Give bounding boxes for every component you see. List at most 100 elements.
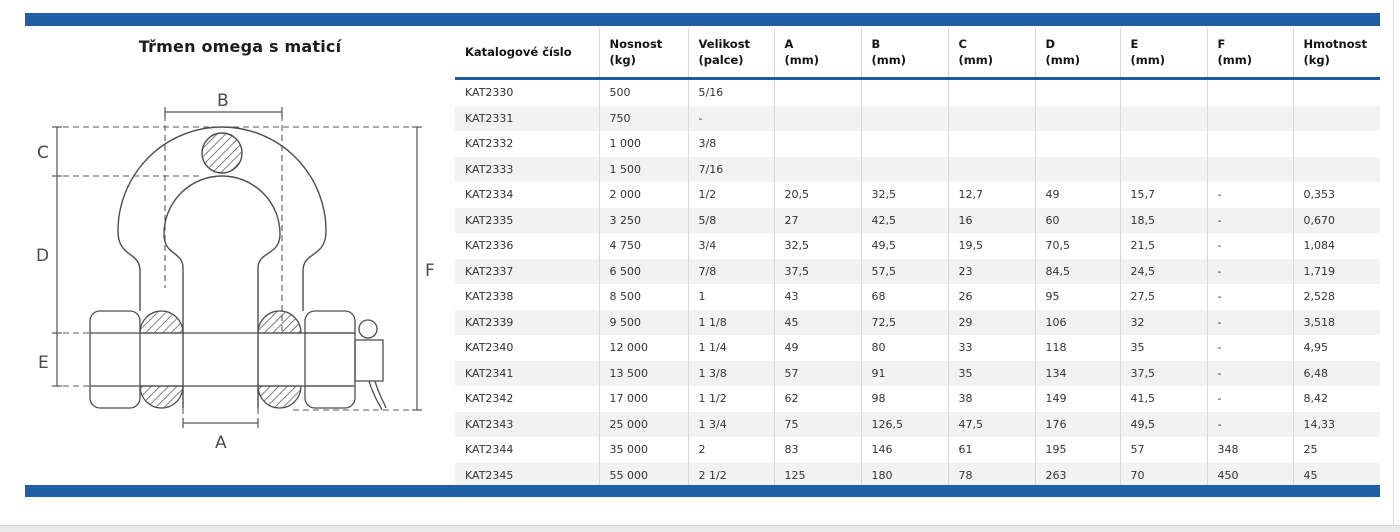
shackle-diagram: B C D E F A (25, 88, 445, 460)
table-row: KAT2330 500 5/16 (455, 78, 1380, 106)
table-cell: - (1206, 335, 1293, 361)
table-cell: KAT2331 (455, 105, 599, 131)
table-cell: 98 (860, 386, 948, 412)
table-cell: 37,5 (773, 258, 861, 284)
table-cell: 0,353 (1292, 182, 1380, 208)
header-cell-f: F (mm) (1206, 28, 1293, 80)
table-cell: KAT2341 (455, 360, 599, 386)
table-cell: 25 (1292, 437, 1380, 463)
table-cell (773, 105, 861, 131)
footer-strip (0, 525, 1400, 532)
table-cell: - (687, 105, 774, 131)
table-row: KAT2333 1 500 7/16 (455, 156, 1380, 182)
table-cell: 0,670 (1292, 207, 1380, 233)
table-cell: 1 3/4 (687, 411, 774, 437)
table-cell: 24,5 (1119, 258, 1207, 284)
dimension-label-a: A (215, 433, 227, 453)
table-cell: 18,5 (1119, 207, 1207, 233)
table-cell: 19,5 (947, 233, 1035, 259)
table-cell: 12 000 (598, 335, 688, 361)
table-cell (860, 78, 948, 106)
table-cell: 13 500 (598, 360, 688, 386)
bow-body (117, 126, 327, 408)
table-cell: KAT2344 (455, 437, 599, 463)
table-cell (1034, 156, 1120, 182)
table-cell (947, 131, 1035, 157)
table-cell: 146 (860, 437, 948, 463)
header-cell-c: C (mm) (947, 28, 1035, 80)
table-cell: - (1206, 258, 1293, 284)
table-cell: 45 (1292, 462, 1380, 488)
table-cell (860, 105, 948, 131)
table-cell: 70 (1119, 462, 1207, 488)
table-cell: 6,48 (1292, 360, 1380, 386)
table-row: KAT2343 25 000 1 3/4 75 126,5 47,5 176 49,5-14,… (455, 411, 1380, 437)
table-cell: 1,719 (1292, 258, 1380, 284)
table-cell (1119, 156, 1207, 182)
table-cell: 1 (687, 284, 774, 310)
table-cell: - (1206, 284, 1293, 310)
table-cell: 35 (947, 360, 1035, 386)
table-cell: 61 (947, 437, 1035, 463)
table-cell: 47,5 (947, 411, 1035, 437)
table-header-row: Katalogové číslo Nosnost (kg) Velikost (pa… (455, 28, 1380, 80)
table-cell: 2,528 (1292, 284, 1380, 310)
table-cell: - (1206, 182, 1293, 208)
table-cell: 43 (773, 284, 861, 310)
table-cell: KAT2336 (455, 233, 599, 259)
table-cell: 750 (598, 105, 688, 131)
table-cell: 4 750 (598, 233, 688, 259)
header-cell-e: E (mm) (1119, 28, 1207, 80)
cotter-pin-tail (374, 380, 387, 409)
left-hex-nut (89, 310, 141, 409)
bolt-end (354, 339, 384, 382)
table-cell: 21,5 (1119, 233, 1207, 259)
dimension-label-b: B (217, 91, 229, 111)
table-row: KAT2339 9 500 1 1/8 45 72,5 29 106 32-3,518 (455, 309, 1380, 335)
shackle-drawing: B C D E F A (36, 91, 435, 453)
table-row: KAT2342 17 000 1 1/2 62 98 38 149 41,5-8,42 (455, 386, 1380, 412)
table-cell: KAT2343 (455, 411, 599, 437)
table-cell (773, 156, 861, 182)
table-cell: 49,5 (1119, 411, 1207, 437)
table-row: KAT2332 1 000 3/8 (455, 131, 1380, 157)
table-cell: 20,5 (773, 182, 861, 208)
table-row: KAT2340 12 000 1 1/4 49 80 33 118 35-4,95 (455, 335, 1380, 361)
table-cell: 1 1/2 (687, 386, 774, 412)
table-cell: 7/16 (687, 156, 774, 182)
table-cell: 49 (773, 335, 861, 361)
table-cell: 9 500 (598, 309, 688, 335)
table-row: KAT2338 8 500 1 43 68 26 95 27,5-2,528 (455, 284, 1380, 310)
table-cell (1206, 78, 1293, 106)
table-cell (1119, 78, 1207, 106)
table-cell (1206, 105, 1293, 131)
table-cell: 62 (773, 386, 861, 412)
table-cell (1292, 131, 1380, 157)
dimension-label-c: C (37, 143, 49, 163)
table-cell: 149 (1034, 386, 1120, 412)
table-cell: 106 (1034, 309, 1120, 335)
table-cell: 1 3/8 (687, 360, 774, 386)
cotter-pin-ring (358, 319, 378, 339)
table-cell: 2 000 (598, 182, 688, 208)
right-hex-nut (304, 310, 356, 409)
table-cell (947, 105, 1035, 131)
table-row: KAT2344 35 000 2 83 146 61 195 57 348 25 (455, 437, 1380, 463)
table-cell: 35 (1119, 335, 1207, 361)
table-cell: 8 500 (598, 284, 688, 310)
table-cell: 4,95 (1292, 335, 1380, 361)
table-cell: 32,5 (860, 182, 948, 208)
table-cell: 80 (860, 335, 948, 361)
table-cell: 57 (1119, 437, 1207, 463)
table-cell: KAT2345 (455, 462, 599, 488)
table-cell: 83 (773, 437, 861, 463)
table-cell: 38 (947, 386, 1035, 412)
table-cell: 1 500 (598, 156, 688, 182)
table-cell: - (1206, 360, 1293, 386)
table-cell (773, 131, 861, 157)
table-cell: KAT2337 (455, 258, 599, 284)
header-cell-d: D (mm) (1034, 28, 1120, 80)
table-cell: 41,5 (1119, 386, 1207, 412)
table-cell: 3 250 (598, 207, 688, 233)
table-cell (773, 78, 861, 106)
